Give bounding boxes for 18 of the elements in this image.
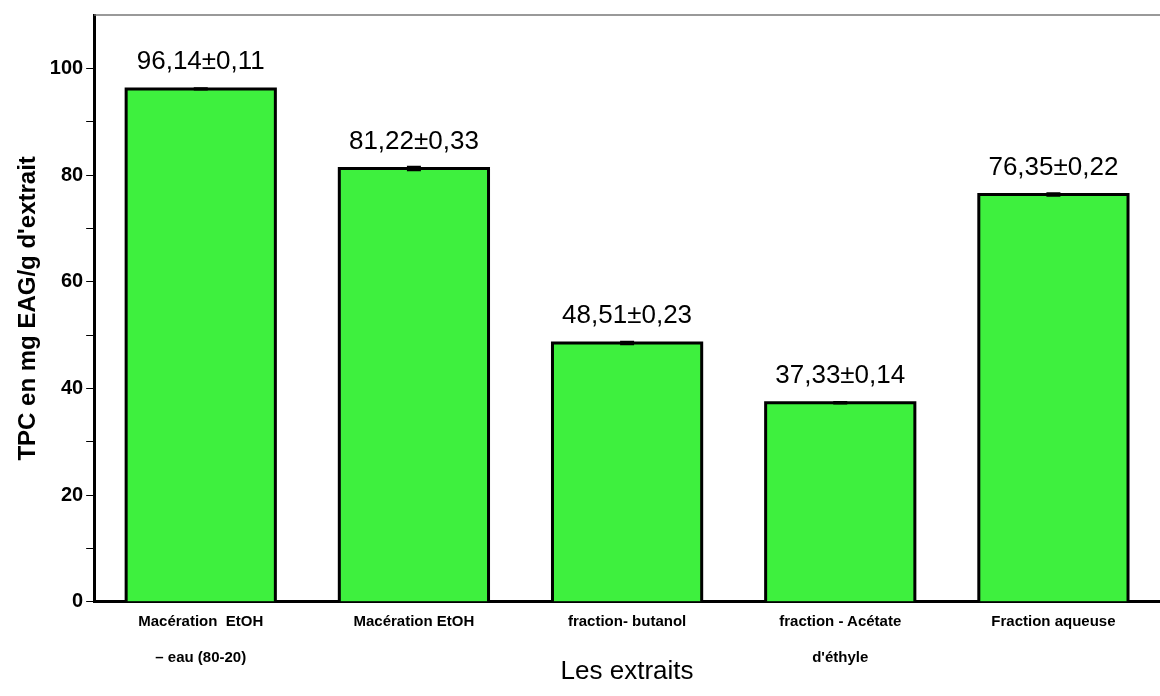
- x-axis-title: Les extraits: [560, 654, 694, 685]
- y-tick-label: 20: [60, 482, 84, 505]
- y-tick-label: 80: [60, 162, 84, 185]
- y-axis-title: TPC en mg EAG/g d'extrait: [13, 156, 41, 461]
- category-label: Macération EtOH – eau (80-20): [138, 611, 264, 665]
- category-label: fraction - Acétate d'éthyle: [779, 611, 902, 665]
- data-label: 96,14±0,11: [136, 45, 265, 76]
- data-label: 37,33±0,14: [775, 358, 906, 389]
- x-tick-label: fraction- butanol: [567, 611, 687, 629]
- x-tick-label: Fraction aqueuse: [991, 611, 1116, 629]
- y-tick-label: 40: [60, 375, 84, 398]
- y-tick-label: 60: [60, 269, 84, 292]
- data-label: 76,35±0,22: [988, 150, 1119, 181]
- data-label: 81,22±0,33: [348, 124, 479, 155]
- data-label: 48,51±0,23: [562, 299, 693, 330]
- y-tick-label: 0: [72, 589, 84, 612]
- x-tick-label: Macération EtOH: [353, 611, 475, 629]
- y-tick-label: 100: [49, 55, 84, 78]
